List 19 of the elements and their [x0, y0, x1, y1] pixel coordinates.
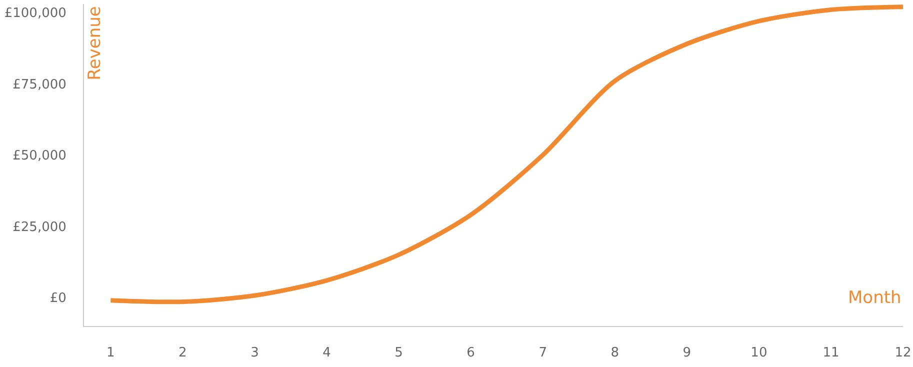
x-tick-label: 9 [682, 346, 692, 361]
x-tick-label: 5 [394, 346, 403, 361]
x-tick-label: 2 [178, 346, 187, 361]
y-tick-label: £25,000 [12, 220, 66, 235]
x-tick-label: 1 [106, 346, 115, 361]
x-axis-title: Month [848, 288, 902, 308]
y-axis-title: Revenue [85, 6, 106, 80]
y-tick-label: £100,000 [4, 6, 66, 22]
x-tick-label: 12 [894, 346, 912, 361]
x-tick-label: 11 [822, 346, 840, 361]
x-tick-label: 4 [322, 346, 331, 361]
x-tick-label: 7 [538, 346, 547, 361]
x-tick-label: 3 [250, 346, 259, 361]
x-tick-label: 10 [750, 346, 768, 361]
y-tick-label: £50,000 [12, 148, 66, 164]
y-tick-label: £0 [50, 291, 66, 306]
y-tick-label: £75,000 [12, 77, 66, 92]
x-tick-label: 6 [466, 346, 475, 361]
x-tick-label: 8 [610, 346, 620, 361]
